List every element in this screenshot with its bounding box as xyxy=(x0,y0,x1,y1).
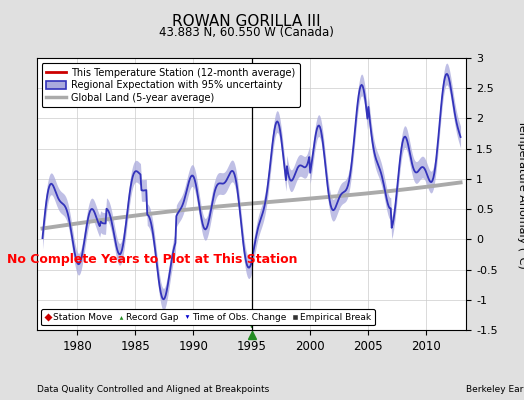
Text: ROWAN GORILLA III: ROWAN GORILLA III xyxy=(172,14,321,29)
Text: Data Quality Controlled and Aligned at Breakpoints: Data Quality Controlled and Aligned at B… xyxy=(37,385,269,394)
Text: 43.883 N, 60.550 W (Canada): 43.883 N, 60.550 W (Canada) xyxy=(159,26,334,39)
Y-axis label: Temperature Anomaly (°C): Temperature Anomaly (°C) xyxy=(517,120,524,268)
Text: No Complete Years to Plot at This Station: No Complete Years to Plot at This Statio… xyxy=(7,253,298,266)
Legend: Station Move, Record Gap, Time of Obs. Change, Empirical Break: Station Move, Record Gap, Time of Obs. C… xyxy=(41,309,375,326)
Text: Berkeley Earth: Berkeley Earth xyxy=(466,385,524,394)
